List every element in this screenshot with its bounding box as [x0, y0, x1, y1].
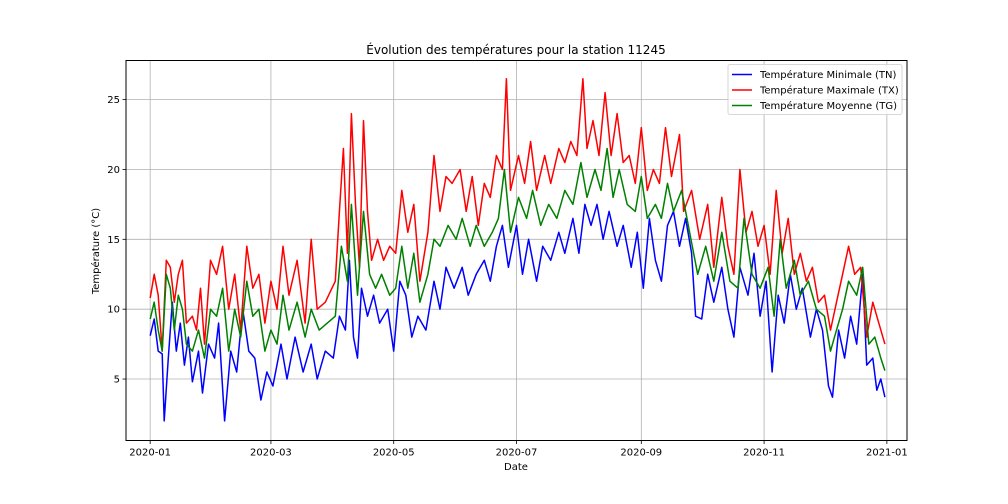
legend-box [727, 64, 903, 115]
x-tick-label: 2021-01 [866, 448, 908, 459]
y-tick-label: 10 [107, 305, 120, 316]
x-tick-label: 2020-11 [743, 448, 785, 459]
x-tick-label: 2020-01 [129, 448, 171, 459]
axis-ticks: 2020-01 2020-03 2020-05 2020-07 2020-09 2020-… [107, 95, 908, 458]
legend-label: Température Minimale (TN) [759, 69, 897, 81]
chart-title: Évolution des températures pour la stati… [366, 42, 665, 57]
legend: Température Minimale (TN) Température Max… [727, 64, 903, 115]
legend-label: Température Maximale (TX) [759, 85, 899, 97]
series-lines [149, 77, 886, 422]
y-tick-label: 15 [107, 235, 120, 246]
x-tick-label: 2020-03 [250, 448, 292, 459]
x-tick-label: 2020-05 [373, 448, 415, 459]
y-tick-label: 25 [107, 95, 120, 106]
x-tick-label: 2020-09 [620, 448, 662, 459]
y-tick-label: 5 [114, 375, 120, 386]
legend-label: Température Moyenne (TG) [759, 100, 897, 112]
x-tick-label: 2020-07 [496, 448, 538, 459]
y-tick-label: 20 [107, 165, 120, 176]
plot-frame [125, 60, 908, 441]
series-line-3 [149, 147, 886, 371]
y-axis-label: Température (°C) [90, 208, 102, 295]
series-line-2 [149, 77, 886, 352]
series-line-1 [149, 203, 886, 422]
x-axis-label: Date [504, 462, 528, 473]
